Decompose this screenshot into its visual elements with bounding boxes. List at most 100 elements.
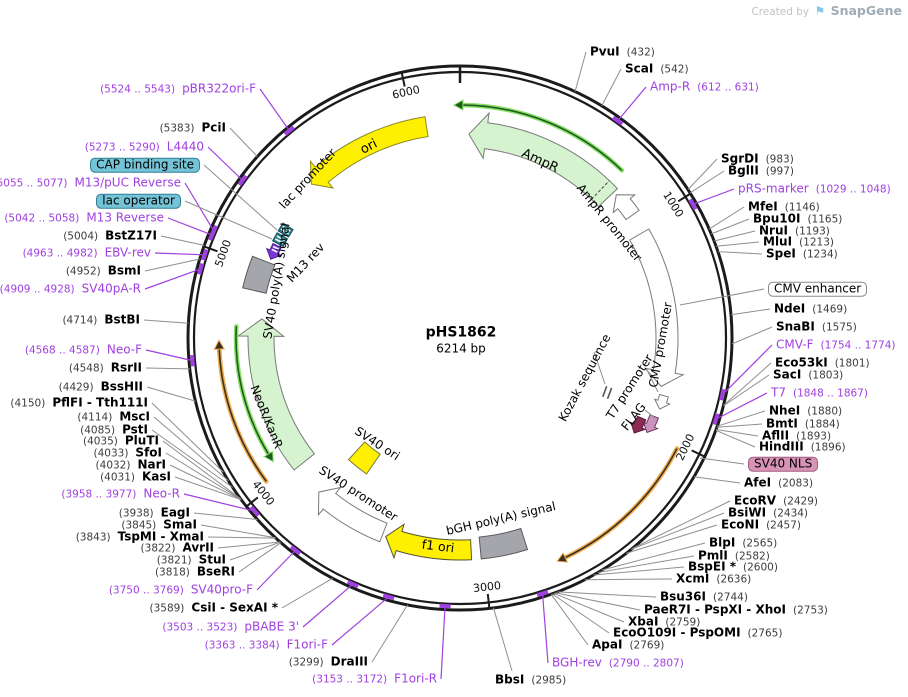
leader-eagi (193, 512, 258, 520)
feature-lac-promoter (277, 222, 294, 238)
feature-sv40-ori (347, 441, 381, 475)
feature-label-f1-ori: f1 ori (421, 537, 455, 556)
tick-label-6000: 6000 (391, 83, 421, 102)
leader-sv40-nls (699, 457, 745, 465)
leader-lines-layer (143, 51, 773, 680)
feature-ampr (468, 111, 619, 208)
leader-bglii (689, 170, 725, 194)
feature-lac-promoter-stripe (276, 235, 286, 242)
feature-m13-rev-stripe (272, 245, 279, 250)
tick-label-5000: 5000 (212, 238, 234, 269)
feature-lac-promoter-stripe (280, 228, 290, 235)
leader-pflfi-tth111i (151, 402, 224, 473)
feature-label-bgh-poly-a-signal: bGH poly(A) signal (445, 499, 557, 538)
leader-saci (723, 374, 770, 407)
feature-t7-promoter (653, 393, 672, 410)
leader-cmv-f (722, 344, 773, 396)
features-layer (213, 99, 685, 563)
tick-4000 (245, 496, 259, 508)
feature-lac-promoter-stripe (274, 238, 284, 244)
watermark: Created by ⚑ SnapGene (751, 3, 902, 18)
leader-xcmi (584, 578, 673, 581)
leader-scai (601, 68, 622, 107)
leader-paer7i-pspxi-xhoi (555, 592, 641, 611)
ring-layer (186, 64, 734, 612)
feature-lac-promoter (271, 232, 289, 248)
feature-leader-0 (593, 351, 606, 385)
leader-csii-sexai (281, 577, 333, 609)
leader-prs-marker (692, 188, 735, 205)
feature-orf-arrow-right (564, 448, 678, 559)
leader-nrui (714, 230, 756, 242)
leader-blpi (601, 542, 706, 571)
feature-leader-1 (645, 367, 659, 393)
feature-bgh-poly-a-signal (478, 527, 529, 560)
leader-psti (151, 429, 234, 488)
leader-pbr322ori-f (259, 88, 290, 132)
leader-stui (229, 541, 281, 561)
tick-2000 (691, 449, 706, 458)
leader-tspmi-xmai (207, 536, 276, 539)
leader-t7 (715, 392, 768, 420)
leader-nhei (717, 410, 766, 427)
primer-site-m13-reverse (208, 229, 217, 241)
primer-site-sv40pro-f (289, 545, 302, 556)
tick-5000 (203, 245, 218, 253)
leader-mlui (715, 241, 760, 247)
feature-ampr-promoter (612, 194, 640, 221)
leader-amp-r (617, 86, 647, 122)
leader-sfoi (165, 452, 242, 500)
leader-bstbi (143, 319, 189, 324)
feature-orf-arrow-left-head (213, 339, 226, 350)
leader-ecoo109i-pspomi (551, 593, 610, 634)
leader-econi (626, 524, 718, 554)
plasmid-size: 6214 bp (436, 341, 486, 356)
leader-bmti (716, 423, 763, 428)
leader-eco53ki (723, 362, 772, 406)
feature-flag (630, 415, 647, 434)
feature-orf-arrow-right-head (556, 552, 569, 563)
leader-aflii (716, 429, 759, 437)
tick-3000 (486, 593, 491, 609)
tick-label-3000: 3000 (472, 579, 501, 595)
leader-neo-f (145, 349, 193, 362)
leader-bsmi (144, 258, 200, 272)
leader-xbai (553, 592, 625, 623)
leader-bseri (238, 542, 282, 573)
leader-bspei (593, 566, 685, 576)
leader-bsshii (146, 386, 196, 402)
primer-site-pbabe-3 (346, 580, 359, 589)
feature-m13-rev (265, 242, 283, 260)
leader-cmv-enhancer (679, 288, 765, 306)
leader-pmli (597, 555, 695, 574)
leader-hindiii (715, 429, 756, 448)
feature-label-kozak-sequence: Kozak sequence (556, 332, 614, 424)
primer-site-bgh-rev (536, 589, 549, 598)
primer-site-amp-r (611, 115, 624, 126)
feature-kozak-sequence-marker (606, 387, 613, 400)
leader-rsrii (145, 367, 190, 370)
leader-l4440 (207, 146, 244, 181)
primer-site-cmv-f (719, 388, 726, 401)
leader-bpu10i (711, 218, 750, 235)
leader-avrii (217, 541, 281, 549)
feature-f1-ori (385, 523, 473, 561)
plasmid-title-block: pHS1862 6214 bp (426, 325, 497, 356)
feature-lac-promoter-stripe (282, 225, 291, 232)
leader-neo-r (183, 493, 255, 512)
leader-ecorv (631, 500, 731, 549)
watermark-prefix: Created by (751, 6, 810, 18)
leader-m13-reverse (167, 217, 213, 236)
leader-pcii (229, 127, 258, 157)
tick-1000 (677, 192, 692, 203)
feature-sv40-poly-a-signal (242, 255, 276, 294)
leader-pbabe-3 (302, 583, 354, 628)
leader-bstz17i (160, 235, 205, 246)
feature-sv40-promoter (317, 486, 388, 543)
primer-site-neo-f (190, 354, 195, 367)
leader-msci (153, 416, 229, 482)
primer-site-ebv-rev (201, 248, 209, 261)
feature-label-m13-rev: M13 rev (284, 240, 327, 285)
